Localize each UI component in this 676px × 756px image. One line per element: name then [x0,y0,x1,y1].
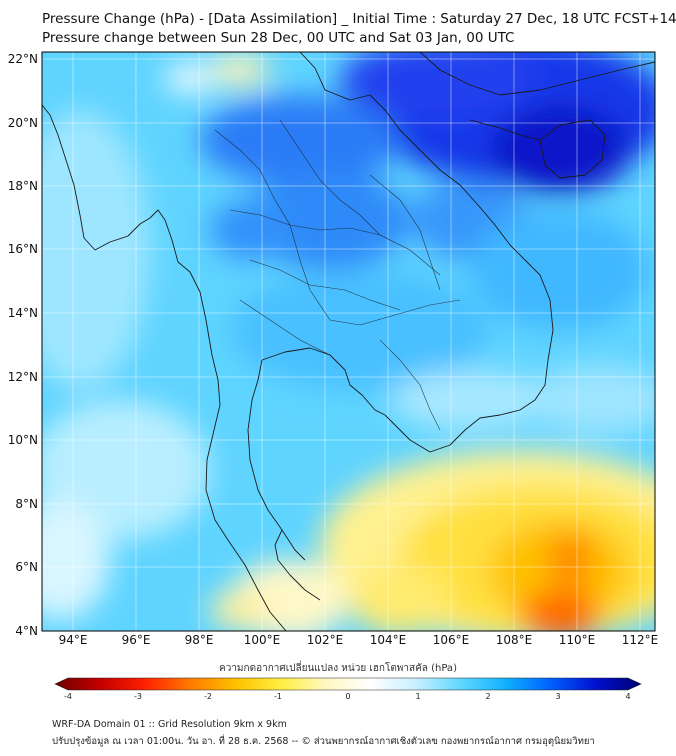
colorbar-tick-label: -2 [204,692,212,701]
lat-label: 8°N [15,497,38,511]
coastlines [42,52,655,631]
gridlines [42,52,655,631]
lon-label: 112°E [622,633,659,647]
lon-label: 110°E [559,633,596,647]
map-subtitle: Pressure change between Sun 28 Dec, 00 U… [42,30,515,46]
lon-label: 94°E [59,633,88,647]
lon-axis: 94°E 96°E 98°E 100°E 102°E 104°E 106°E 1… [59,633,659,647]
lon-label: 102°E [307,633,344,647]
lat-axis: 22°N 20°N 18°N 16°N 14°N 12°N 10°N 8°N 6… [8,52,38,638]
pressure-field [42,52,655,631]
colorbar-tick-label: 2 [485,692,490,701]
colorbar-tick-label: -1 [274,692,282,701]
footer-update-info: ปรับปรุงข้อมูล ณ เวลา 01:00น. วัน อา. ที… [52,736,595,747]
lat-label: 6°N [15,560,38,574]
lat-label: 14°N [8,306,38,320]
lat-label: 16°N [8,242,38,256]
footer-model-info: WRF-DA Domain 01 :: Grid Resolution 9km … [52,719,287,730]
lat-label: 10°N [8,433,38,447]
colorbar [54,677,642,691]
lon-label: 106°E [433,633,470,647]
lon-label: 96°E [122,633,151,647]
lon-label: 104°E [370,633,407,647]
colorbar-tick-label: -3 [134,692,142,701]
lat-label: 18°N [8,179,38,193]
lon-label: 108°E [496,633,533,647]
lat-label: 20°N [8,116,38,130]
colorbar-tick-label: 4 [625,692,630,701]
map-title: Pressure Change (hPa) - [Data Assimilati… [42,11,676,27]
colorbar-ticks: -4 -3 -2 -1 0 1 2 3 4 [64,692,631,701]
lon-label: 98°E [185,633,214,647]
lon-label: 100°E [244,633,281,647]
colorbar-tick-label: 3 [555,692,560,701]
colorbar-tick-label: -4 [64,692,72,701]
lat-label: 4°N [15,624,38,638]
colorbar-tick-label: 1 [415,692,420,701]
colorbar-tick-label: 0 [345,692,350,701]
lat-label: 12°N [8,370,38,384]
colorbar-title: ความกดอากาศเปลี่ยนแปลง หน่วย เฮกโตพาสคัล… [219,663,457,674]
admin-borders [214,119,461,431]
lat-label: 22°N [8,52,38,66]
map-frame [41,51,656,632]
